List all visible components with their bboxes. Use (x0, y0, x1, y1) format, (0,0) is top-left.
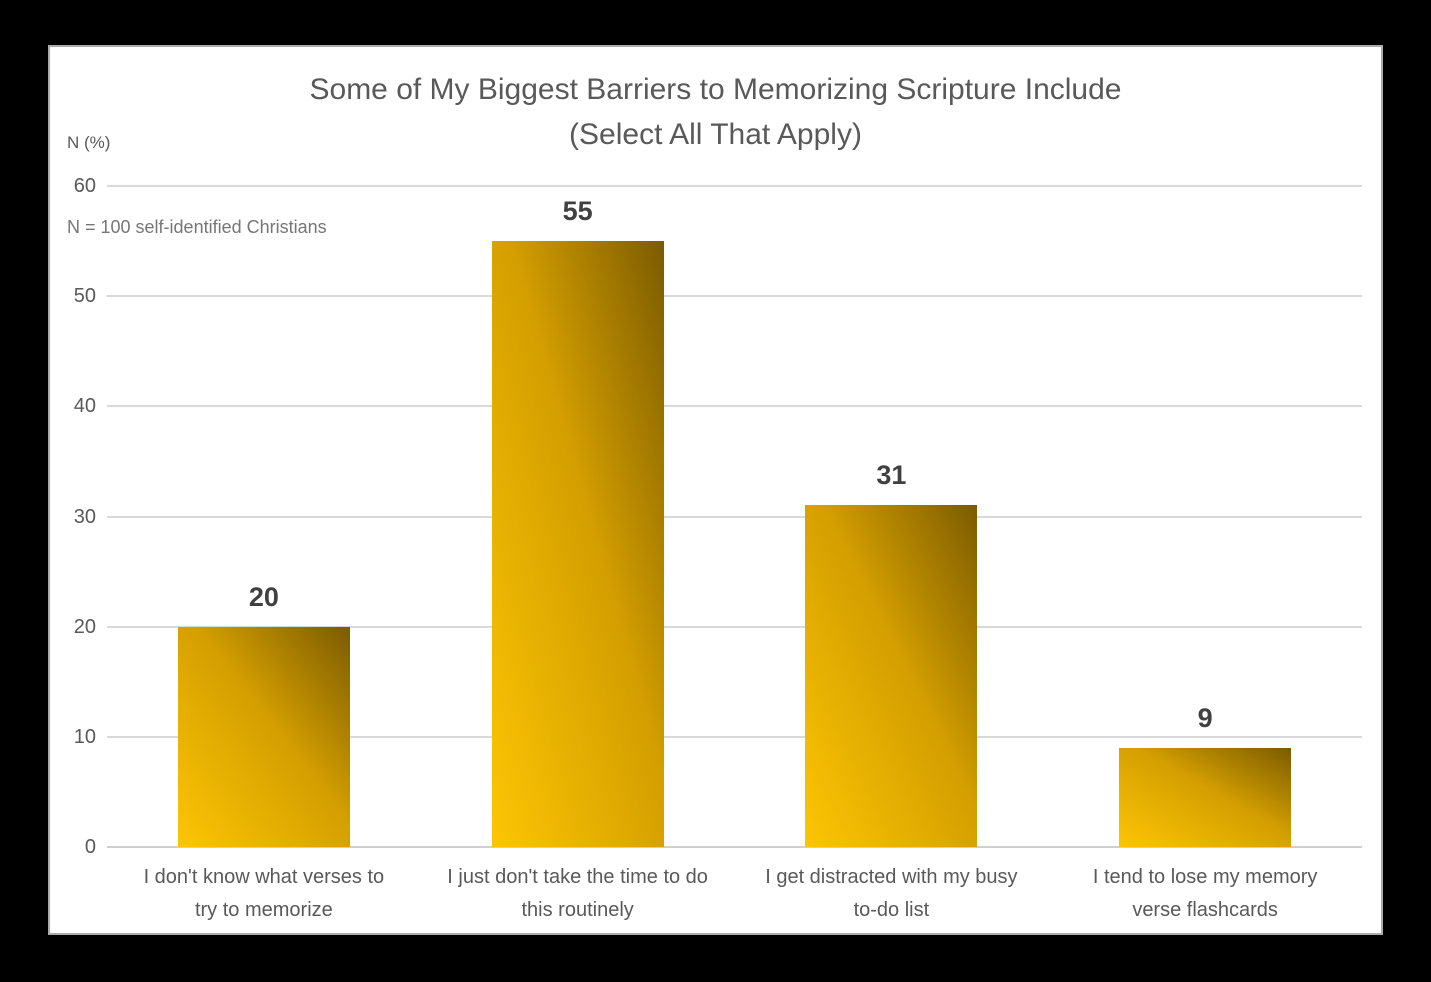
x-axis-label: I get distracted with my busy to-do list (765, 866, 1018, 921)
y-tick-label: 10 (73, 725, 96, 748)
x-axis-label: I don't know what verses to try to memor… (143, 866, 385, 921)
y-tick-label: 20 (73, 615, 96, 638)
chart-panel: Some of My Biggest Barriers to Memorizin… (48, 45, 1383, 935)
bar (491, 241, 664, 847)
plot-area: 20 55 31 9 (107, 185, 1362, 848)
gridline (107, 405, 1362, 408)
y-tick-label: 60 (73, 175, 96, 197)
sample-size-annotation: N = 100 self-identified Christians (67, 217, 327, 237)
gridline (107, 625, 1362, 628)
gridline (107, 735, 1362, 738)
y-tick-label: 0 (84, 836, 96, 858)
bar (1119, 747, 1292, 847)
gridline (107, 515, 1362, 518)
y-tick-label: 40 (73, 395, 96, 418)
chart-title-line1: Some of My Biggest Barriers to Memorizin… (309, 73, 1122, 106)
chart-title: Some of My Biggest Barriers to Memorizin… (50, 67, 1381, 157)
bar (805, 505, 978, 847)
chart-title-line2: (Select All That Apply) (569, 118, 862, 151)
bar-value-label: 20 (248, 581, 279, 612)
y-tick-label: 30 (73, 505, 96, 528)
bar-value-label: 9 (1197, 702, 1213, 733)
bar-value-label: 31 (876, 460, 907, 491)
x-axis-category-labels: I don't know what verses to try to memor… (107, 861, 1362, 931)
bar (177, 626, 350, 847)
y-axis-unit-label: N (%) (67, 133, 111, 152)
x-axis-label: I just don't take the time to do this ro… (447, 866, 708, 921)
x-axis-baseline (107, 846, 1362, 848)
gridline (107, 295, 1362, 298)
y-tick-label: 50 (73, 285, 96, 308)
x-axis-label: I tend to lose my memory verse flashcard… (1092, 866, 1318, 921)
bar-value-label: 55 (562, 196, 593, 227)
gridline (107, 185, 1362, 187)
